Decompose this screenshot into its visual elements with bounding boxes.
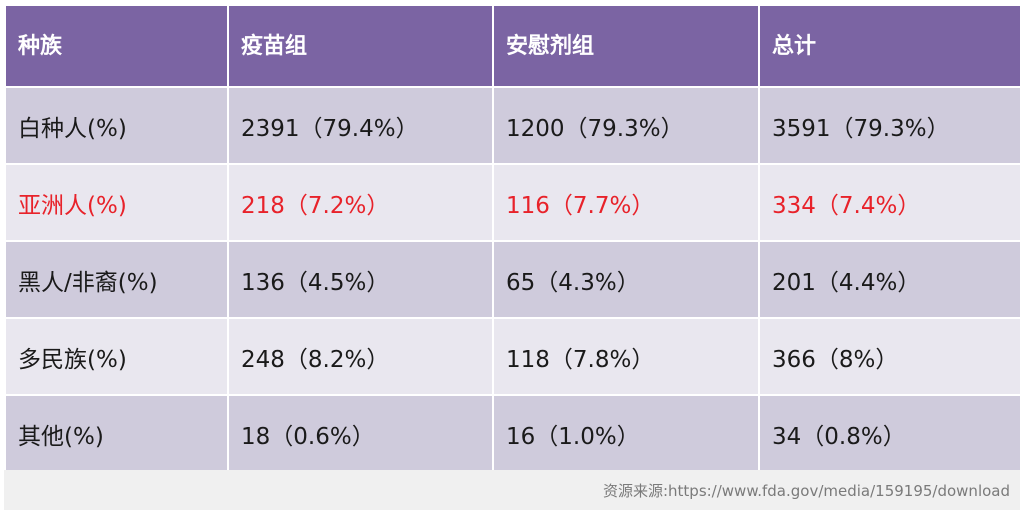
- source-footer: 资源来源:https://www.fda.gov/media/159195/do…: [4, 470, 1020, 510]
- cell-vaccine: 2391（79.4%）: [227, 86, 494, 165]
- cell-placebo: 116（7.7%）: [492, 163, 760, 242]
- cell-total: 34（0.8%）: [758, 394, 1022, 473]
- cell-race: 亚洲人(%): [4, 163, 229, 242]
- header-race: 种族: [4, 4, 229, 88]
- header-total: 总计: [758, 4, 1022, 88]
- cell-placebo: 65（4.3%）: [492, 240, 760, 319]
- source-citation: 资源来源:https://www.fda.gov/media/159195/do…: [602, 482, 1010, 500]
- cell-total: 201（4.4%）: [758, 240, 1022, 319]
- cell-race: 多民族(%): [4, 317, 229, 396]
- cell-total: 366（8%）: [758, 317, 1022, 396]
- cell-vaccine: 248（8.2%）: [227, 317, 494, 396]
- cell-placebo: 16（1.0%）: [492, 394, 760, 473]
- table-row-black: 黑人/非裔(%) 136（4.5%） 65（4.3%） 201（4.4%）: [4, 240, 1022, 319]
- table-row-other: 其他(%) 18（0.6%） 16（1.0%） 34（0.8%）: [4, 394, 1022, 473]
- table-row-white: 白种人(%) 2391（79.4%） 1200（79.3%） 3591（79.3…: [4, 86, 1022, 165]
- cell-race: 白种人(%): [4, 86, 229, 165]
- table-row-multiracial: 多民族(%) 248（8.2%） 118（7.8%） 366（8%）: [4, 317, 1022, 396]
- header-row: 种族 疫苗组 安慰剂组 总计: [4, 4, 1022, 88]
- cell-total: 3591（79.3%）: [758, 86, 1022, 165]
- table-row-asian: 亚洲人(%) 218（7.2%） 116（7.7%） 334（7.4%）: [4, 163, 1022, 242]
- cell-vaccine: 18（0.6%）: [227, 394, 494, 473]
- cell-race: 黑人/非裔(%): [4, 240, 229, 319]
- cell-total: 334（7.4%）: [758, 163, 1022, 242]
- header-placebo-group: 安慰剂组: [492, 4, 760, 88]
- cell-vaccine: 136（4.5%）: [227, 240, 494, 319]
- race-distribution-table: 种族 疫苗组 安慰剂组 总计 白种人(%) 2391（79.4%） 1200（7…: [4, 4, 1022, 473]
- header-vaccine-group: 疫苗组: [227, 4, 494, 88]
- cell-race: 其他(%): [4, 394, 229, 473]
- cell-vaccine: 218（7.2%）: [227, 163, 494, 242]
- cell-placebo: 118（7.8%）: [492, 317, 760, 396]
- cell-placebo: 1200（79.3%）: [492, 86, 760, 165]
